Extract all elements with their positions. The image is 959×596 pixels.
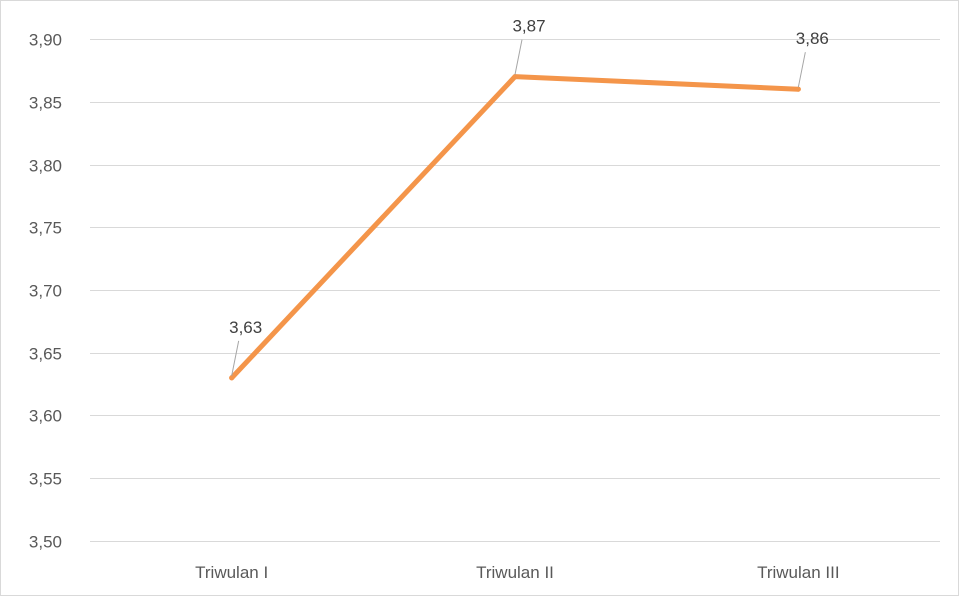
gridlines [90,39,940,542]
data-point-2 [795,86,801,92]
data-labels: 3,63 3,87 3,86 [229,17,829,376]
leader-line-0 [231,340,240,376]
x-axis-tick-labels: Triwulan I Triwulan II Triwulan III [195,563,839,582]
y-tick-label-4: 3,70 [29,282,62,301]
data-label-1: 3,87 [512,17,545,36]
leader-line-2 [797,52,806,88]
data-label-2: 3,86 [796,29,829,48]
y-tick-label-6: 3,80 [29,157,62,176]
y-tick-label-0: 3,50 [29,533,62,552]
y-tick-label-7: 3,85 [29,94,62,113]
data-label-0: 3,63 [229,318,262,337]
y-tick-label-2: 3,60 [29,407,62,426]
y-axis-tick-labels: 3,50 3,55 3,60 3,65 3,70 3,75 3,80 3,85 3,90 [29,31,62,552]
series-group [229,74,801,381]
y-tick-label-3: 3,65 [29,345,62,364]
data-point-1 [512,74,518,80]
y-tick-label-5: 3,75 [29,219,62,238]
x-tick-label-1: Triwulan II [476,563,554,582]
leader-line-1 [514,39,523,75]
y-tick-label-1: 3,55 [29,470,62,489]
data-point-0 [229,375,235,381]
x-tick-label-0: Triwulan I [195,563,268,582]
y-tick-label-8: 3,90 [29,31,62,50]
x-tick-label-2: Triwulan III [757,563,840,582]
